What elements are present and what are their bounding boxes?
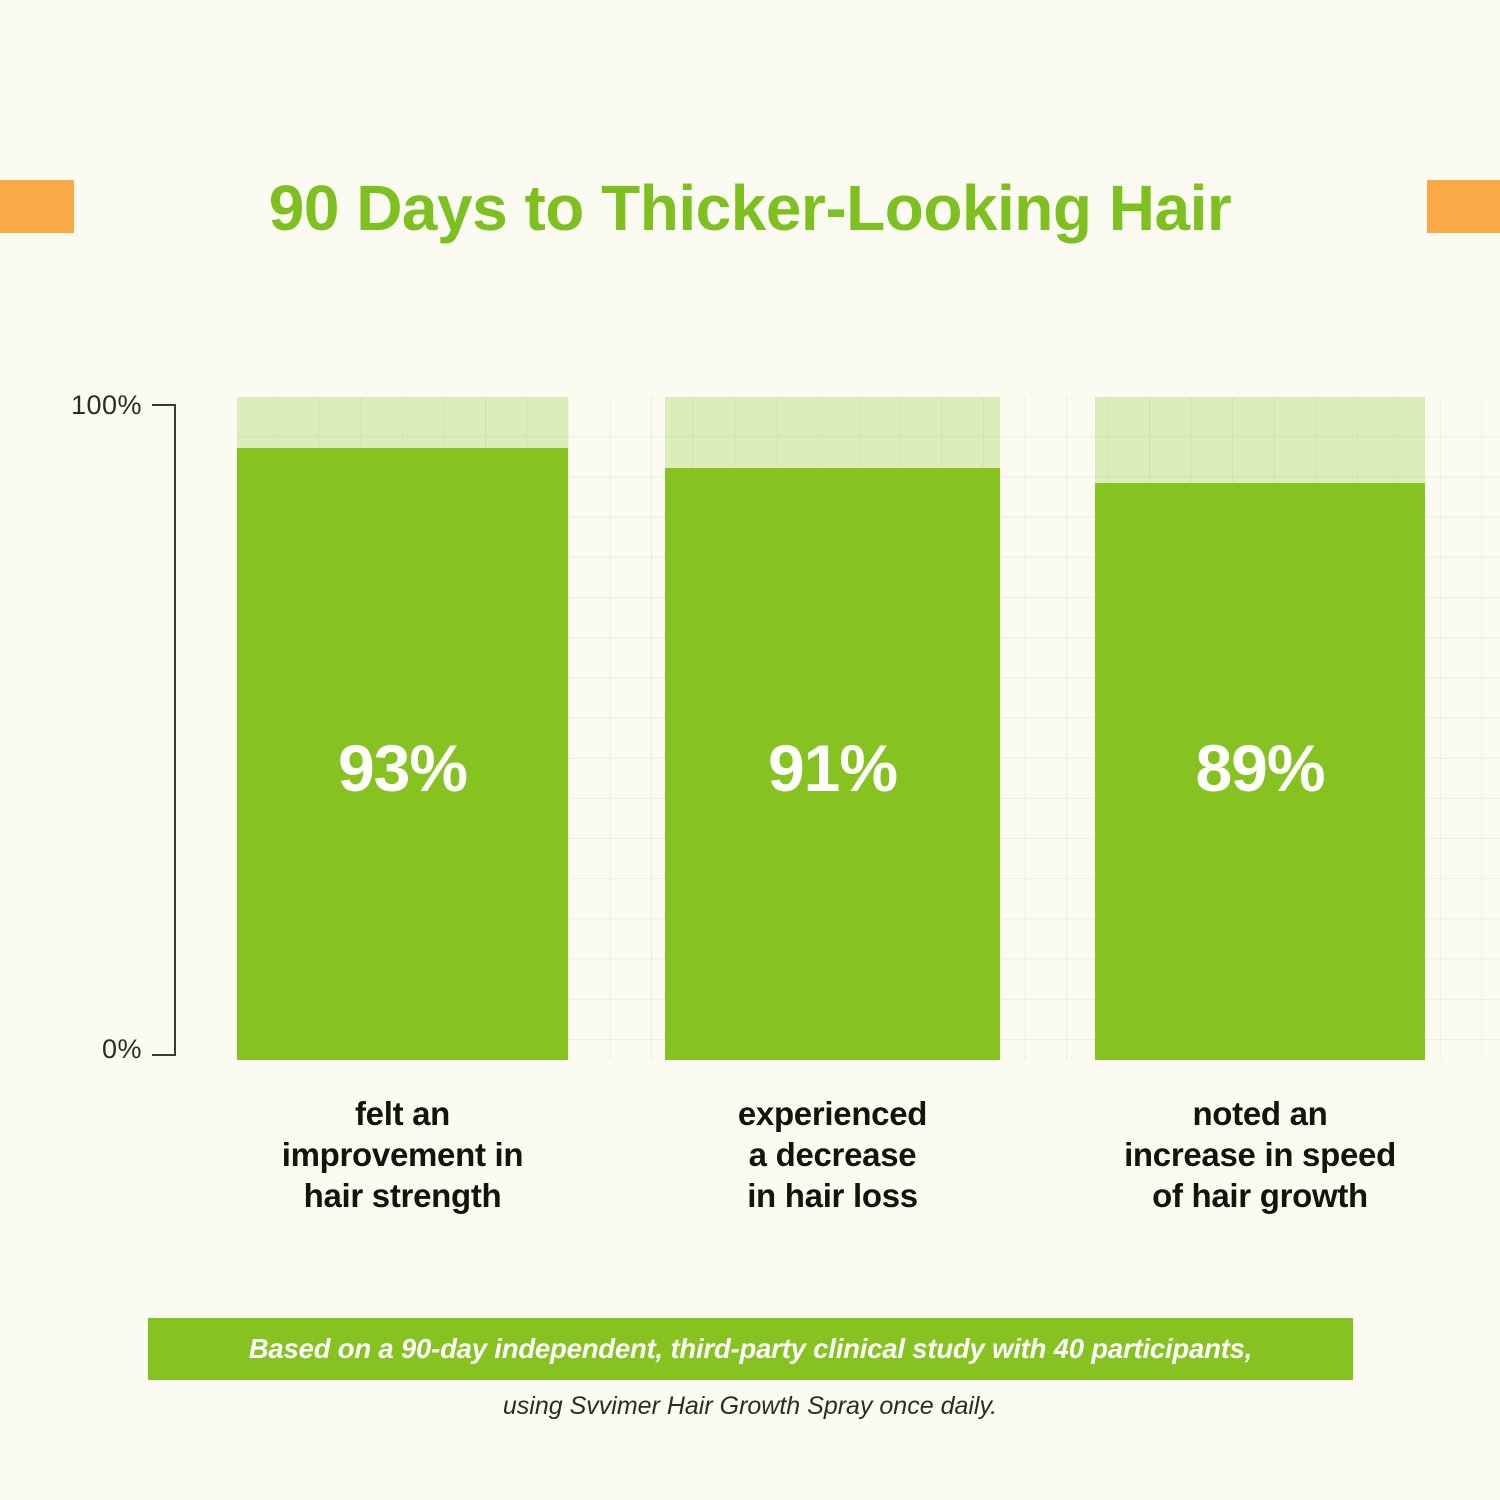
bar-value-1: 93% (337, 731, 468, 805)
bar-value-2: 91% (767, 731, 898, 805)
y-axis-label-top: 100% (70, 390, 142, 420)
bar-caption-2: experienced a decrease in hair loss (665, 1093, 1000, 1216)
page-title: 90 Days to Thicker-Looking Hair (268, 172, 1232, 244)
y-axis-label-bottom: 0% (101, 1034, 142, 1064)
study-banner: Based on a 90-day independent, third-par… (148, 1318, 1353, 1380)
bar-caption-3-line2: increase in speed (1124, 1136, 1396, 1173)
bar-caption-2-line1: experienced (737, 1095, 928, 1132)
bar-column-1: 93% (237, 397, 568, 1060)
bar-column-2: 91% (665, 397, 1000, 1060)
bar-caption-3-line1: noted an (1192, 1095, 1328, 1132)
bar-caption-1-line3: hair strength (303, 1177, 502, 1214)
bar-caption-3-line3: of hair growth (1152, 1177, 1368, 1214)
bar-caption-2-line2: a decrease (748, 1136, 917, 1173)
accent-bar-left (0, 180, 74, 233)
bar-caption-3: noted an increase in speed of hair growt… (1075, 1093, 1445, 1216)
bar-fill-1 (237, 448, 568, 1060)
bar-fill-3 (1095, 483, 1425, 1060)
accent-bar-right (1427, 180, 1500, 233)
bar-caption-1-line1: felt an (354, 1095, 451, 1132)
bar-column-3: 89% (1095, 397, 1425, 1060)
y-axis-bracket (152, 404, 176, 1056)
bar-caption-1-line2: improvement in (281, 1136, 524, 1173)
bar-fill-2 (665, 468, 1000, 1060)
study-subtext: using Svvimer Hair Growth Spray once dai… (502, 1392, 998, 1420)
bar-caption-2-line3: in hair loss (747, 1177, 918, 1214)
study-banner-text: Based on a 90-day independent, third-par… (248, 1333, 1253, 1364)
bar-caption-1: felt an improvement in hair strength (237, 1093, 568, 1216)
bar-value-3: 89% (1195, 731, 1325, 805)
